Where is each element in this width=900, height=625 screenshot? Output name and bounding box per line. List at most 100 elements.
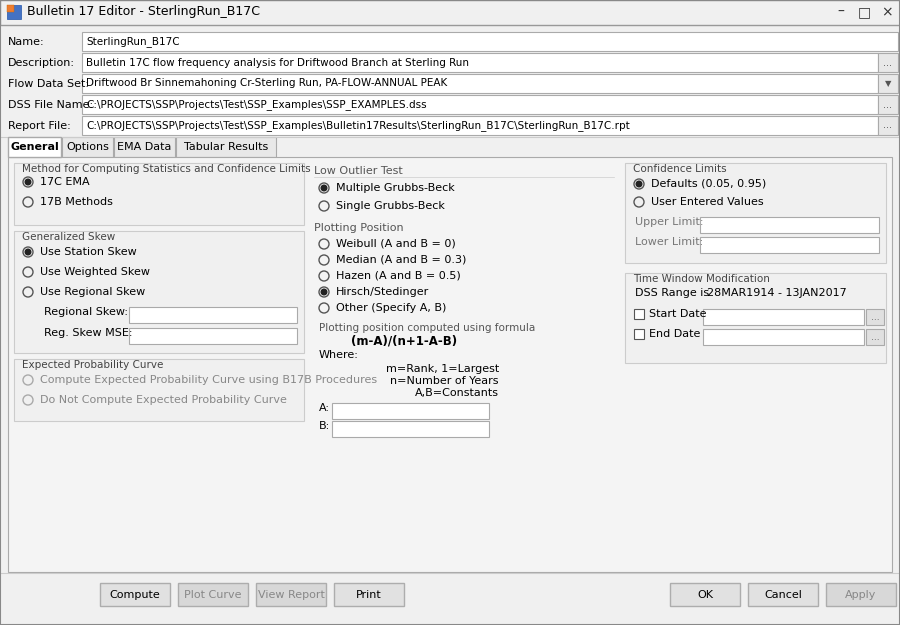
Bar xyxy=(634,329,644,339)
Text: (m-A)/(n+1-A-B): (m-A)/(n+1-A-B) xyxy=(351,334,457,348)
Circle shape xyxy=(25,179,31,185)
Text: Flow Data Set:: Flow Data Set: xyxy=(8,79,89,89)
Text: EMA Data: EMA Data xyxy=(117,142,172,152)
Text: 28MAR1914 - 13JAN2017: 28MAR1914 - 13JAN2017 xyxy=(707,288,847,298)
Text: Median (A and B = 0.3): Median (A and B = 0.3) xyxy=(336,255,466,265)
Bar xyxy=(625,163,886,263)
Bar xyxy=(14,163,304,225)
Text: C:\PROJECTS\SSP\Projects\Test\SSP_Examples\Bulletin17Results\SterlingRun_B17C\St: C:\PROJECTS\SSP\Projects\Test\SSP_Exampl… xyxy=(86,120,630,131)
Bar xyxy=(625,273,886,363)
Bar xyxy=(0,573,900,625)
Bar xyxy=(7,5,14,12)
Bar xyxy=(8,137,61,157)
Text: SterlingRun_B17C: SterlingRun_B17C xyxy=(86,36,180,47)
Text: Bulletin 17 Editor - SterlingRun_B17C: Bulletin 17 Editor - SterlingRun_B17C xyxy=(27,6,260,19)
Text: Bulletin 17C flow frequency analysis for Driftwood Branch at Sterling Run: Bulletin 17C flow frequency analysis for… xyxy=(86,58,469,68)
Text: Defaults (0.05, 0.95): Defaults (0.05, 0.95) xyxy=(651,179,766,189)
Bar xyxy=(129,328,297,344)
Text: Confidence Limits: Confidence Limits xyxy=(633,164,726,174)
Bar xyxy=(878,116,898,135)
Text: Generalized Skew: Generalized Skew xyxy=(22,232,115,242)
Text: □: □ xyxy=(858,5,870,19)
Text: Hirsch/Stedinger: Hirsch/Stedinger xyxy=(336,287,429,297)
Bar xyxy=(14,359,304,421)
Circle shape xyxy=(321,185,327,191)
Text: Low Outlier Test: Low Outlier Test xyxy=(314,166,403,176)
Text: Description:: Description: xyxy=(8,58,75,68)
Bar xyxy=(7,5,21,19)
Bar xyxy=(670,583,740,606)
Text: ▼: ▼ xyxy=(885,79,891,88)
Text: 17B Methods: 17B Methods xyxy=(40,197,112,207)
Circle shape xyxy=(636,181,642,187)
Bar xyxy=(8,157,892,572)
Text: C:\PROJECTS\SSP\Projects\Test\SSP_Examples\SSP_EXAMPLES.dss: C:\PROJECTS\SSP\Projects\Test\SSP_Exampl… xyxy=(86,99,427,110)
Text: Upper Limit:: Upper Limit: xyxy=(635,217,704,227)
Text: Start Date: Start Date xyxy=(649,309,706,319)
Bar xyxy=(82,95,878,114)
Text: End Date: End Date xyxy=(649,329,700,339)
Bar xyxy=(82,32,898,51)
Bar xyxy=(334,583,404,606)
Bar xyxy=(700,217,879,233)
Text: Cancel: Cancel xyxy=(764,589,802,599)
Bar xyxy=(62,137,113,157)
Text: Method for Computing Statistics and Confidence Limits: Method for Computing Statistics and Conf… xyxy=(22,164,310,174)
Text: User Entered Values: User Entered Values xyxy=(651,197,763,207)
Text: Single Grubbs-Beck: Single Grubbs-Beck xyxy=(336,201,445,211)
Circle shape xyxy=(25,249,31,255)
Bar xyxy=(129,307,297,323)
Text: Print: Print xyxy=(356,589,382,599)
Text: ×: × xyxy=(881,5,893,19)
Text: Apply: Apply xyxy=(845,589,877,599)
Text: Expected Probability Curve: Expected Probability Curve xyxy=(22,360,164,370)
Bar xyxy=(100,583,170,606)
Text: ...: ... xyxy=(884,58,893,68)
Bar xyxy=(178,583,248,606)
Text: Tabular Results: Tabular Results xyxy=(184,142,268,152)
Text: Options: Options xyxy=(66,142,109,152)
Text: Hazen (A and B = 0.5): Hazen (A and B = 0.5) xyxy=(336,271,461,281)
Text: DSS File Name:: DSS File Name: xyxy=(8,100,93,110)
Bar xyxy=(703,329,864,345)
Bar xyxy=(256,583,326,606)
Bar xyxy=(878,95,898,114)
Text: Do Not Compute Expected Probability Curve: Do Not Compute Expected Probability Curv… xyxy=(40,395,287,405)
Circle shape xyxy=(321,289,327,295)
Text: Weibull (A and B = 0): Weibull (A and B = 0) xyxy=(336,239,455,249)
Text: View Report: View Report xyxy=(257,589,324,599)
Text: Lower Limit:: Lower Limit: xyxy=(635,237,703,247)
Text: Name:: Name: xyxy=(8,37,45,47)
Text: –: – xyxy=(838,5,844,19)
Bar xyxy=(0,0,900,25)
Text: m=Rank, 1=Largest: m=Rank, 1=Largest xyxy=(386,364,499,374)
Text: Driftwood Br Sinnemahoning Cr-Sterling Run, PA-FLOW-ANNUAL PEAK: Driftwood Br Sinnemahoning Cr-Sterling R… xyxy=(86,79,447,89)
Bar xyxy=(878,74,898,93)
Text: Use Regional Skew: Use Regional Skew xyxy=(40,287,145,297)
Text: 17C EMA: 17C EMA xyxy=(40,177,90,187)
Bar xyxy=(866,309,884,325)
Text: Time Window Modification: Time Window Modification xyxy=(633,274,770,284)
Text: Report File:: Report File: xyxy=(8,121,71,131)
Text: Reg. Skew MSE:: Reg. Skew MSE: xyxy=(44,328,132,338)
Bar xyxy=(114,137,175,157)
Text: ...: ... xyxy=(870,312,879,321)
Text: Plot Curve: Plot Curve xyxy=(184,589,242,599)
Bar xyxy=(826,583,896,606)
Text: Compute Expected Probability Curve using B17B Procedures: Compute Expected Probability Curve using… xyxy=(40,375,377,385)
Text: Where:: Where: xyxy=(319,350,359,360)
Bar xyxy=(332,403,489,419)
Bar xyxy=(82,74,878,93)
Bar xyxy=(748,583,818,606)
Bar xyxy=(878,53,898,72)
Text: OK: OK xyxy=(697,589,713,599)
Text: DSS Range is: DSS Range is xyxy=(635,288,709,298)
Bar xyxy=(866,329,884,345)
Text: Plotting position computed using formula: Plotting position computed using formula xyxy=(319,323,536,333)
Bar xyxy=(82,116,878,135)
Text: Plotting Position: Plotting Position xyxy=(314,223,403,233)
Bar xyxy=(703,309,864,325)
Text: ...: ... xyxy=(884,99,893,109)
Text: B:: B: xyxy=(319,421,330,431)
Text: A:: A: xyxy=(319,403,330,413)
